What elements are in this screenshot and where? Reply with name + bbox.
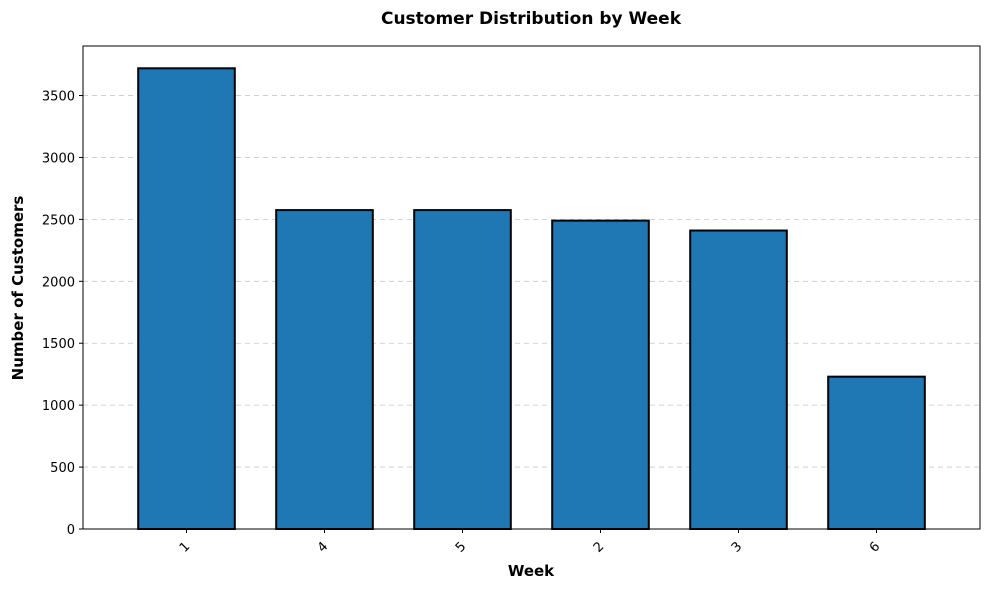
bar-week-3 [689, 229, 788, 530]
y-tick-label: 2500 [42, 213, 75, 228]
y-tick-label: 500 [50, 461, 75, 476]
x-tick-label: 1 [177, 539, 193, 555]
y-tick-label: 1000 [42, 399, 75, 414]
plot-frame [82, 45, 981, 530]
x-tick-label: 6 [867, 539, 883, 555]
y-tick-label: 3000 [42, 151, 75, 166]
x-tick-label: 2 [591, 539, 607, 555]
bar-week-1 [137, 67, 236, 531]
y-tick-label: 2000 [42, 275, 75, 290]
y-axis-ticks: 0 500 1000 1500 2000 2500 3000 3500 [42, 90, 83, 538]
y-axis-label: Number of Customers [9, 196, 27, 381]
bar-week-6 [827, 375, 926, 530]
bar-week-5 [413, 209, 512, 530]
bars [137, 67, 926, 531]
chart-title: Customer Distribution by Week [381, 9, 682, 29]
x-tick-label: 3 [729, 539, 745, 555]
bar-week-4 [275, 209, 374, 530]
y-tick-label: 1500 [42, 337, 75, 352]
x-axis-ticks: 1 4 5 2 3 6 [177, 529, 883, 556]
x-axis-label: Week [508, 562, 555, 580]
y-tick-label: 3500 [42, 90, 75, 105]
x-tick-label: 5 [453, 539, 469, 555]
y-tick-label: 0 [67, 523, 75, 538]
x-tick-label: 4 [315, 539, 331, 555]
bar-week-2 [551, 219, 650, 530]
